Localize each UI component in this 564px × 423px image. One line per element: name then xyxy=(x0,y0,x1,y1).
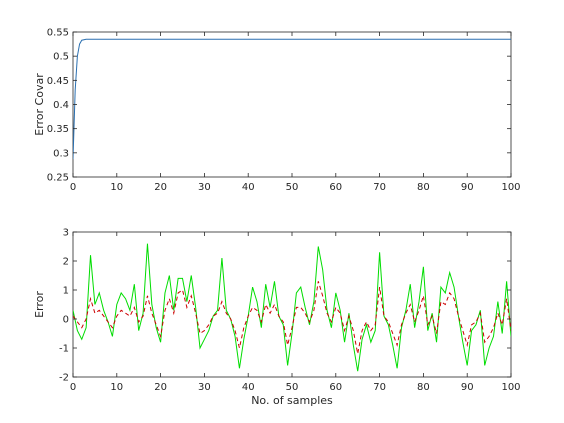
x-axis-label: No. of samples xyxy=(251,394,333,407)
y-tick-label: 0.35 xyxy=(47,124,69,135)
y-tick-label: 2 xyxy=(63,257,69,268)
x-tick-label: 20 xyxy=(154,182,167,193)
x-tick-label: 0 xyxy=(70,382,76,393)
x-tick-label: 80 xyxy=(417,382,430,393)
x-tick-label: 60 xyxy=(329,382,342,393)
x-tick-label: 60 xyxy=(329,182,342,193)
top-plot-error-covariance: 0 10 20 30 40 50 60 70 80 90 100 0.25 0.3 0.35 0.4 0.45… xyxy=(33,28,521,194)
x-tick-label: 80 xyxy=(417,182,430,193)
x-tick-label: 30 xyxy=(198,182,211,193)
x-tick-label: 10 xyxy=(110,382,123,393)
y-tick-label: 0.45 xyxy=(47,76,69,87)
x-tick-label: 10 xyxy=(110,182,123,193)
x-tick-label: 90 xyxy=(461,182,474,193)
y-tick-label: 0.5 xyxy=(53,52,69,63)
x-tick-label: 0 xyxy=(70,182,76,193)
y-tick-label: 3 xyxy=(63,228,69,239)
series-line-1 xyxy=(73,243,511,372)
y-tick-label: 0 xyxy=(63,315,69,326)
x-tick-label: 30 xyxy=(198,382,211,393)
series-line-1 xyxy=(73,38,511,160)
x-tick-label: 70 xyxy=(373,382,386,393)
y-axis-label: Error Covar xyxy=(33,73,46,136)
y-tick-label: 1 xyxy=(63,286,69,297)
x-tick-label: 90 xyxy=(461,382,474,393)
y-tick-label: 0.4 xyxy=(53,100,69,111)
x-tick-label: 40 xyxy=(242,182,255,193)
x-tick-label: 40 xyxy=(242,382,255,393)
series-line-2 xyxy=(73,281,511,354)
y-tick-label: 0.25 xyxy=(47,173,69,184)
y-tick-label: -2 xyxy=(59,373,69,384)
x-tick-label: 50 xyxy=(286,182,299,193)
x-tick-label: 20 xyxy=(154,382,167,393)
x-tick-label: 70 xyxy=(373,182,386,193)
y-tick-label: 0.55 xyxy=(47,28,69,39)
x-tick-label: 100 xyxy=(501,182,520,193)
y-tick-label: 0.3 xyxy=(53,148,69,159)
y-tick-label: -1 xyxy=(59,344,69,355)
x-tick-label: 50 xyxy=(286,382,299,393)
bottom-plot-error: 0 10 20 30 40 50 60 70 80 90 100 -2 -1 0 1 2 3 Error No. o… xyxy=(33,228,521,408)
y-axis-label: Error xyxy=(33,291,46,318)
x-tick-label: 100 xyxy=(501,382,520,393)
axes-frame xyxy=(72,31,512,178)
